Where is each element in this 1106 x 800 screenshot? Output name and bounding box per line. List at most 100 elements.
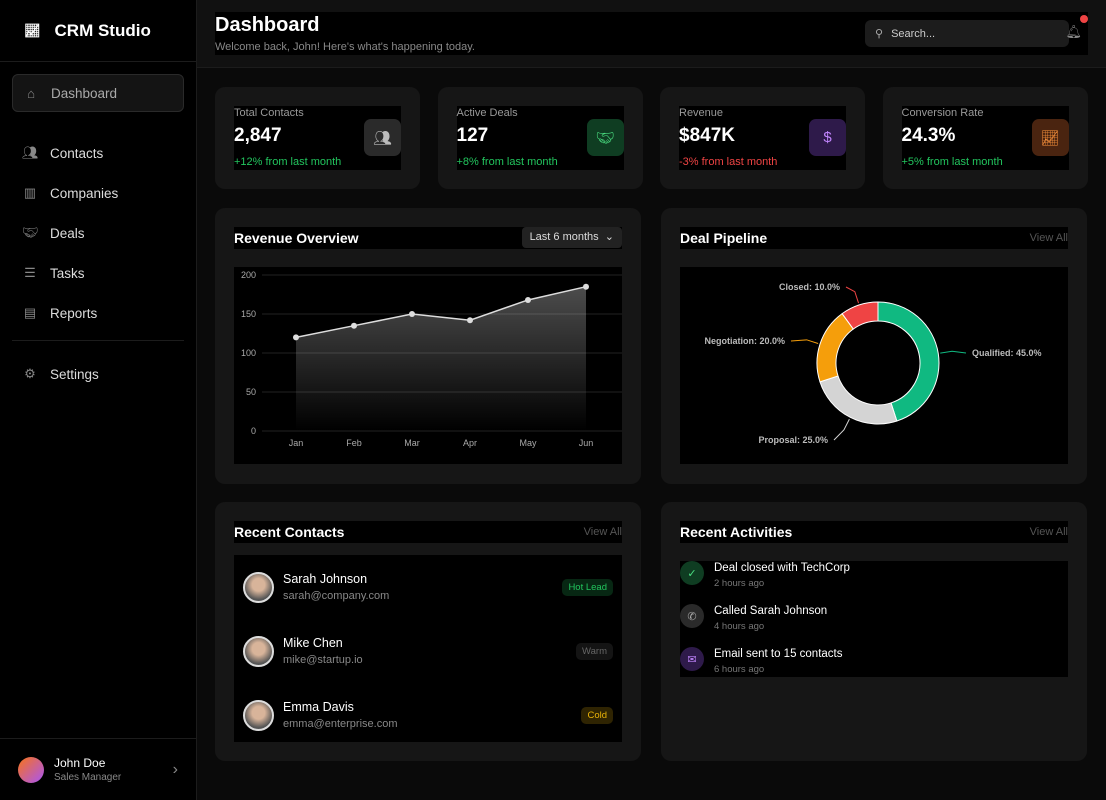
panel-title: Deal Pipeline xyxy=(680,230,768,246)
stat-change: +12% from last month xyxy=(234,156,342,168)
stat-value: $847K xyxy=(679,125,735,146)
stat-value: 127 xyxy=(456,125,489,146)
revenue-overview-panel: Revenue Overview Last 6 months ⌄ 0 50 100 1… xyxy=(215,208,641,484)
search-placeholder: Search... xyxy=(891,27,936,40)
check-icon: ✓ xyxy=(680,561,704,585)
contact-name: Emma Davis xyxy=(283,700,354,714)
range-dropdown[interactable]: Last 6 months ⌄ xyxy=(521,227,622,248)
gear-icon: ⚙ xyxy=(24,366,36,381)
sidebar-item-tasks[interactable]: ☰ Tasks xyxy=(12,254,184,292)
deal-pipeline-panel: Deal Pipeline View All Qualified: 45.0% Pr… xyxy=(661,208,1087,484)
sidebar-item-label: Deals xyxy=(50,225,85,241)
panel-title: Revenue Overview xyxy=(234,230,359,246)
contact-name: Mike Chen xyxy=(283,636,343,650)
contact-avatar xyxy=(243,571,274,603)
series-line xyxy=(295,285,587,339)
recent-activities-panel: Recent Activities View All ✓ Deal closed … xyxy=(661,502,1087,761)
y-tick-label: 100 xyxy=(241,348,256,358)
sidebar-item-label: Companies xyxy=(50,185,119,201)
pie-slice xyxy=(877,301,940,422)
contact-email: mike@startup.io xyxy=(283,654,363,666)
user-profile[interactable]: John Doe Sales Manager › xyxy=(0,738,196,800)
tasks-icon: ☰ xyxy=(24,265,36,280)
dollar-icon: $ xyxy=(809,119,846,156)
handshake-icon: 🤝︎ xyxy=(22,225,39,240)
contact-email: sarah@company.com xyxy=(283,590,390,602)
users-icon: 👥︎ xyxy=(364,119,401,156)
status-badge: Cold xyxy=(581,706,613,724)
divider xyxy=(12,340,184,341)
sidebar-item-reports[interactable]: ▤ Reports xyxy=(12,294,184,332)
sidebar-item-contacts[interactable]: 👥︎ Contacts xyxy=(12,134,184,172)
data-point xyxy=(525,296,531,303)
sidebar-nav: ⌂ Dashboard 👥︎ Contacts ▥ Companies 🤝︎ Deals… xyxy=(0,62,196,407)
brand: 📈︎ CRM Studio xyxy=(0,0,196,62)
stat-change: +8% from last month xyxy=(456,156,558,168)
page-subtitle: Welcome back, John! Here's what's happen… xyxy=(215,41,475,53)
chart-line-icon: 📈︎ xyxy=(24,22,41,38)
view-all-link[interactable]: View All xyxy=(1029,232,1068,244)
slice-label: Qualified: 45.0% xyxy=(972,348,1042,358)
stat-change: -3% from last month xyxy=(679,156,778,168)
y-tick-label: 150 xyxy=(241,309,256,319)
sidebar-item-deals[interactable]: 🤝︎ Deals xyxy=(12,214,184,252)
page-title: Dashboard xyxy=(215,14,320,36)
activity-title: Deal closed with TechCorp xyxy=(714,562,850,574)
activity-item: ✓ Deal closed with TechCorp 2 hours ago xyxy=(680,561,1068,604)
slice-label: Proposal: 25.0% xyxy=(758,435,828,445)
contact-row[interactable]: Mike Chen mike@startup.io Warm xyxy=(234,619,622,683)
y-tick-label: 50 xyxy=(246,387,256,397)
x-tick-label: Mar xyxy=(404,438,420,448)
chart-line-icon: 📈︎ xyxy=(1031,119,1069,156)
app-name: CRM Studio xyxy=(54,20,151,40)
slice-label: Negotiation: 20.0% xyxy=(704,336,785,346)
phone-icon: ✆ xyxy=(680,604,704,628)
recent-contacts-panel: Recent Contacts View All Sarah Johnson sar… xyxy=(215,502,641,761)
home-icon: ⌂ xyxy=(27,85,35,101)
sidebar-item-label: Settings xyxy=(50,366,99,382)
sidebar-item-dashboard[interactable]: ⌂ Dashboard xyxy=(12,74,184,112)
x-tick-label: Apr xyxy=(463,438,477,448)
sidebar-item-label: Contacts xyxy=(50,145,104,161)
view-all-link[interactable]: View All xyxy=(583,526,622,538)
users-icon: 👥︎ xyxy=(22,145,39,160)
mail-icon: ✉ xyxy=(680,647,704,671)
sidebar-item-settings[interactable]: ⚙ Settings xyxy=(12,355,184,393)
avatar xyxy=(18,756,44,783)
stat-value: 24.3% xyxy=(901,125,956,146)
activity-time: 6 hours ago xyxy=(714,664,765,675)
view-all-link[interactable]: View All xyxy=(1029,526,1068,538)
x-tick-label: Feb xyxy=(346,438,362,448)
activity-title: Email sent to 15 contacts xyxy=(714,648,843,660)
building-icon: ▥ xyxy=(23,185,37,200)
leader-line xyxy=(790,339,819,345)
x-tick-label: Jun xyxy=(579,438,594,448)
x-tick-label: Jan xyxy=(289,438,304,448)
bell-icon[interactable]: 🔔︎ xyxy=(1065,24,1082,39)
user-role: Sales Manager xyxy=(54,772,122,783)
pipeline-chart: Qualified: 45.0% Proposal: 25.0% Negotiati… xyxy=(704,282,1042,445)
stat-card: Active Deals 127 +8% from last month 🤝︎ xyxy=(437,87,643,189)
contact-avatar xyxy=(243,635,274,667)
panel-title: Recent Activities xyxy=(680,524,793,540)
contact-avatar xyxy=(243,699,274,731)
reports-icon: ▤ xyxy=(23,305,37,320)
data-point xyxy=(409,311,415,317)
activity-item: ✉ Email sent to 15 contacts 6 hours ago xyxy=(680,647,1068,690)
y-tick-label: 200 xyxy=(241,270,256,280)
leader-line xyxy=(940,350,967,354)
activity-title: Called Sarah Johnson xyxy=(714,605,828,617)
leader-line xyxy=(833,418,850,441)
handshake-icon: 🤝︎ xyxy=(586,119,624,156)
sidebar-item-companies[interactable]: ▥ Companies xyxy=(12,174,184,212)
stat-card: Revenue $847K -3% from last month $ xyxy=(660,87,865,189)
data-point xyxy=(583,283,589,290)
slice-label: Closed: 10.0% xyxy=(779,282,840,292)
contact-row[interactable]: Emma Davis emma@enterprise.com Cold xyxy=(234,683,622,747)
data-point xyxy=(467,317,473,324)
sidebar: 📈︎ CRM Studio ⌂ Dashboard 👥︎ Contacts ▥ Com… xyxy=(0,0,197,800)
leader-line xyxy=(845,286,860,304)
search-icon: ⚲ xyxy=(875,28,884,40)
search-input[interactable]: ⚲ Search... xyxy=(865,20,1069,47)
contact-row[interactable]: Sarah Johnson sarah@company.com Hot Lead xyxy=(234,555,622,619)
